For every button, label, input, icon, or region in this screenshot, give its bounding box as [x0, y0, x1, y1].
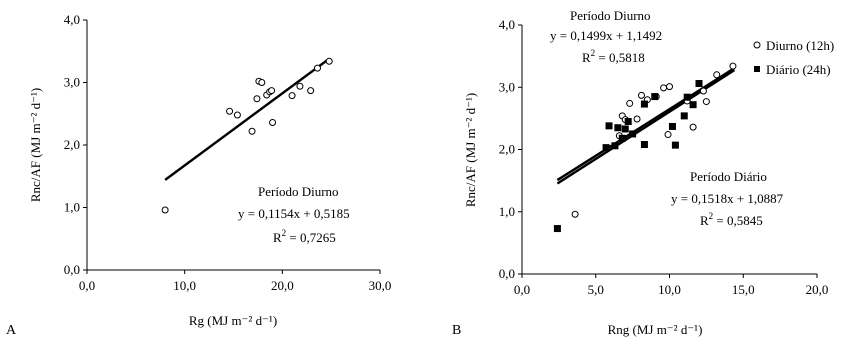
- panel-b-point-circle: [666, 83, 673, 91]
- panel-b-point-square: [651, 93, 659, 101]
- panel-b-point-circle: [729, 62, 737, 70]
- panel-b-legend: Diurno (12h) Diário (24h): [753, 38, 834, 77]
- panel-a-point-circle: [269, 119, 277, 126]
- legend-label-diario: Diário (24h): [766, 62, 831, 77]
- panel-b-point-square: [553, 225, 561, 233]
- panel-a-trendline-1: [164, 57, 330, 181]
- panel-b: 0,0 5,0 10,0 15,0 20,0 0,0 1,0 2,0 3,0 4,0 Períod…: [452, 8, 834, 338]
- panel-a: 0,0 10,0 20,0 30,0 0,0 1,0 2,0 3,0 4,0 Período D…: [6, 12, 391, 338]
- panel-b-point-square: [621, 125, 629, 133]
- panel-b-x-tick-label: 15,0: [732, 282, 755, 297]
- panel-b-point-square: [689, 101, 697, 109]
- panel-b-point-circle: [637, 91, 645, 99]
- panel-a-annotation-equation: y = 0,1154x + 0,5185: [238, 206, 350, 221]
- panel-b-annotation-diurno-title: Período Diurno: [570, 8, 651, 23]
- panel-b-point-square: [602, 144, 610, 152]
- panel-a-y-tick-label: 0,0: [64, 262, 80, 277]
- panel-b-x-axis-label: Rng (MJ m⁻² d⁻¹): [608, 322, 703, 337]
- panel-a-letter: A: [6, 323, 17, 338]
- panel-b-y-axis-label: Rnc/AF (MJ m⁻² d⁻¹): [463, 93, 478, 207]
- panel-a-y-tick-label: 2,0: [64, 137, 80, 152]
- panel-b-point-square: [683, 93, 691, 101]
- panel-b-points: [553, 62, 737, 233]
- panel-b-trendline-1: [556, 67, 736, 182]
- panel-a-point-circle: [268, 87, 276, 95]
- panel-b-point-square: [618, 134, 626, 142]
- panel-b-point-circle: [699, 87, 707, 95]
- panel-b-letter: B: [452, 323, 461, 338]
- panel-b-point-square: [680, 112, 688, 120]
- panel-b-point-circle: [626, 99, 634, 107]
- panel-b-point-square: [611, 142, 619, 150]
- panel-a-x-tick-label: 0,0: [79, 278, 95, 293]
- panel-a-x-tick-label: 10,0: [173, 278, 196, 293]
- panel-a-trendlines: [164, 57, 330, 181]
- panel-b-point-square: [671, 141, 679, 149]
- panel-a-annotation-r2: R2 = 0,7265: [273, 228, 336, 245]
- panel-b-point-circle: [660, 84, 668, 92]
- panel-a-point-circle: [325, 57, 333, 65]
- panel-b-annotation-diurno-equation: y = 0,1499x + 1,1492: [550, 28, 662, 43]
- panel-a-point-circle: [307, 87, 315, 95]
- panel-a-point-circle: [248, 127, 256, 135]
- panel-b-y-tick-label: 1,0: [499, 204, 515, 219]
- panel-b-point-square: [605, 122, 613, 130]
- panel-a-ticks: 0,0 10,0 20,0 30,0 0,0 1,0 2,0 3,0 4,0: [64, 12, 392, 293]
- panel-a-point-circle: [226, 107, 234, 115]
- panel-a-y-axis-label: Rnc/AF (MJ m⁻² d⁻¹): [28, 88, 43, 202]
- panel-a-point-circle: [253, 95, 261, 103]
- panel-a-y-tick-label: 3,0: [64, 75, 80, 90]
- panel-b-annotation-diario-equation: y = 0,1518x + 1,0887: [671, 191, 784, 206]
- panel-a-annotation-title: Período Diurno: [258, 184, 339, 199]
- panel-b-point-circle: [633, 115, 641, 123]
- panel-a-point-circle: [161, 206, 169, 214]
- panel-b-annotation-diario-title: Período Diário: [690, 169, 767, 184]
- legend-marker-diurno: [753, 41, 761, 49]
- panel-b-x-tick-label: 0,0: [514, 282, 530, 297]
- panel-b-trendline-2: [556, 69, 736, 185]
- panel-a-x-tick-label: 20,0: [271, 278, 294, 293]
- panel-b-y-tick-label: 0,0: [499, 266, 515, 281]
- panel-b-x-tick-label: 20,0: [806, 282, 829, 297]
- panel-b-point-circle: [689, 123, 697, 131]
- panel-b-point-square: [629, 130, 637, 138]
- panel-a-x-tick-label: 30,0: [369, 278, 392, 293]
- panel-a-point-circle: [258, 79, 266, 86]
- panel-b-annotation-diurno-r2: R2 = 0,5818: [582, 48, 645, 65]
- panel-b-point-circle: [571, 210, 579, 218]
- panel-b-point-square: [668, 122, 676, 130]
- panel-a-points: [161, 57, 333, 214]
- legend-marker-diario: [754, 66, 760, 72]
- panel-b-point-circle: [702, 98, 710, 106]
- panel-b-y-tick-label: 4,0: [499, 17, 515, 32]
- panel-a-point-circle: [233, 111, 241, 119]
- panel-b-trendlines: [556, 67, 736, 185]
- panel-b-y-tick-label: 2,0: [499, 142, 515, 157]
- panel-b-point-circle: [664, 131, 672, 139]
- panel-b-x-tick-label: 5,0: [588, 282, 604, 297]
- panel-a-y-tick-label: 4,0: [64, 12, 80, 27]
- panel-b-x-tick-label: 10,0: [658, 282, 681, 297]
- panel-a-y-tick-label: 1,0: [64, 200, 80, 215]
- panel-b-point-circle: [713, 71, 721, 79]
- panel-b-annotation-diario-r2: R2 = 0,5845: [700, 211, 763, 228]
- panel-a-x-axis-label: Rg (MJ m⁻² d⁻¹): [189, 313, 277, 328]
- panel-a-point-circle: [288, 92, 296, 100]
- panel-a-point-circle: [313, 64, 321, 72]
- panel-b-point-square: [695, 80, 703, 88]
- panel-b-point-square: [624, 117, 632, 125]
- panel-b-ticks: 0,0 5,0 10,0 15,0 20,0 0,0 1,0 2,0 3,0 4,0: [499, 17, 829, 297]
- panel-b-point-square: [614, 124, 622, 132]
- panel-a-point-circle: [296, 82, 304, 90]
- legend-label-diurno: Diurno (12h): [766, 38, 834, 53]
- panel-b-point-square: [640, 100, 648, 108]
- panel-b-point-square: [640, 141, 648, 149]
- panel-b-y-tick-label: 3,0: [499, 79, 515, 94]
